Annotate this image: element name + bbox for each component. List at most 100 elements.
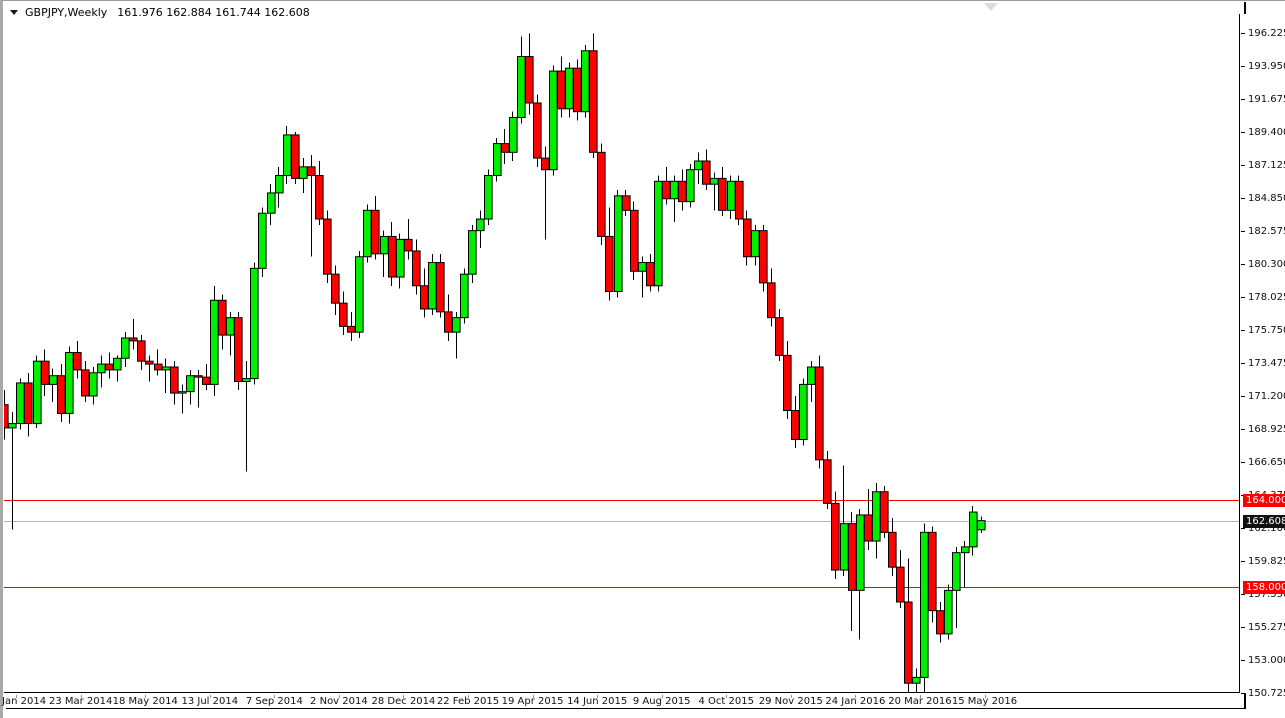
candle	[396, 233, 405, 289]
time-tick-mark	[661, 695, 663, 698]
current-price-flag[interactable]: 162.608	[1243, 514, 1285, 528]
price-tick-label: 191.675	[1248, 93, 1285, 105]
candle	[178, 384, 187, 414]
price-tick-mark	[1241, 626, 1245, 628]
time-tick-mark	[338, 695, 340, 698]
price-tick-label: 173.475	[1248, 357, 1285, 369]
candle	[759, 224, 768, 292]
price-tick-label: 189.400	[1248, 126, 1285, 138]
candle	[73, 340, 82, 379]
candle	[202, 364, 211, 391]
candle	[89, 366, 98, 405]
candle	[452, 311, 461, 359]
time-axis-label: 23 Mar 2014	[48, 696, 113, 707]
candle	[735, 175, 744, 225]
candle	[307, 155, 316, 257]
time-axis-label: 9 Aug 2015	[632, 696, 691, 707]
chart-plot-area[interactable]	[4, 14, 1240, 693]
time-tick-mark	[919, 695, 921, 698]
candle	[783, 340, 792, 420]
candle	[928, 526, 937, 623]
candle	[686, 163, 695, 208]
candle	[831, 491, 840, 579]
candle	[872, 483, 881, 559]
candle	[864, 488, 873, 550]
candle	[573, 59, 582, 121]
price-tick-mark	[1241, 527, 1245, 529]
candle	[154, 349, 163, 376]
candle	[218, 294, 227, 350]
price-tick-mark	[1241, 362, 1245, 364]
candle	[912, 668, 921, 692]
price-level-flag-0[interactable]: 164.000	[1243, 494, 1285, 508]
candle	[258, 207, 267, 278]
candle	[8, 411, 17, 530]
price-tick-label: 182.575	[1248, 225, 1285, 237]
time-tick-mark	[274, 695, 276, 698]
price-tick-mark	[1241, 32, 1245, 34]
time-axis-label: 2 Nov 2014	[310, 696, 368, 707]
candle	[509, 111, 518, 162]
candle	[24, 372, 33, 437]
candle	[880, 485, 889, 539]
price-level-flag-1[interactable]: 158.000	[1243, 581, 1285, 595]
candle	[904, 558, 913, 692]
price-tick-mark	[1241, 230, 1245, 232]
candle	[710, 172, 719, 211]
candle	[557, 56, 566, 118]
candle	[961, 541, 970, 588]
price-tick-label: 155.275	[1248, 621, 1285, 633]
candle	[250, 262, 259, 385]
price-axis-tick: 168.925	[1241, 423, 1285, 435]
candle	[113, 355, 122, 382]
price-tick-label: 180.300	[1248, 258, 1285, 270]
price-tick-label: 171.200	[1248, 390, 1285, 402]
price-axis-tick: 189.400	[1241, 126, 1285, 138]
time-tick-mark	[597, 695, 599, 698]
time-tick-mark	[532, 695, 534, 698]
candle	[210, 285, 219, 396]
candle	[242, 361, 251, 472]
price-tick-mark	[1241, 395, 1245, 397]
candle	[936, 601, 945, 643]
price-tick-label: 168.925	[1248, 423, 1285, 435]
candle	[807, 361, 816, 402]
price-tick-mark	[1241, 329, 1245, 331]
candle	[791, 396, 800, 449]
candle	[896, 549, 905, 608]
candle	[323, 210, 332, 283]
price-tick-mark	[1241, 461, 1245, 463]
candle	[226, 311, 235, 356]
chart-header: GBPJPY,Weekly 161.976 162.884 161.744 16…	[10, 5, 310, 19]
candle	[412, 239, 421, 295]
price-tick-label: 184.850	[1248, 192, 1285, 204]
candle	[162, 358, 171, 394]
candle	[476, 210, 485, 249]
candle	[339, 291, 348, 336]
candle	[775, 308, 784, 362]
candle	[484, 169, 493, 225]
time-axis-label: 18 May 2014	[112, 696, 178, 707]
time-axis-label: 7 Sep 2014	[245, 696, 303, 707]
candle	[952, 546, 961, 629]
candle	[718, 166, 727, 217]
price-axis-tick: 193.950	[1241, 60, 1285, 72]
price-tick-mark	[1241, 428, 1245, 430]
candle	[121, 332, 130, 367]
candle	[654, 175, 663, 292]
price-tick-mark	[1241, 98, 1245, 100]
candle	[581, 44, 590, 118]
price-axis[interactable]: 196.225 193.950 191.675 189.400 187.125 184.8…	[1241, 14, 1285, 699]
caret-down-icon[interactable]	[10, 9, 18, 15]
price-tick-label: 150.725	[1248, 687, 1285, 699]
candle	[549, 65, 558, 176]
candle	[727, 175, 736, 220]
candle	[501, 129, 510, 164]
candle	[840, 465, 849, 576]
price-axis-tick: 155.275	[1241, 621, 1285, 633]
price-tick-mark	[1241, 692, 1245, 694]
candle	[969, 506, 978, 556]
candle	[315, 161, 324, 225]
